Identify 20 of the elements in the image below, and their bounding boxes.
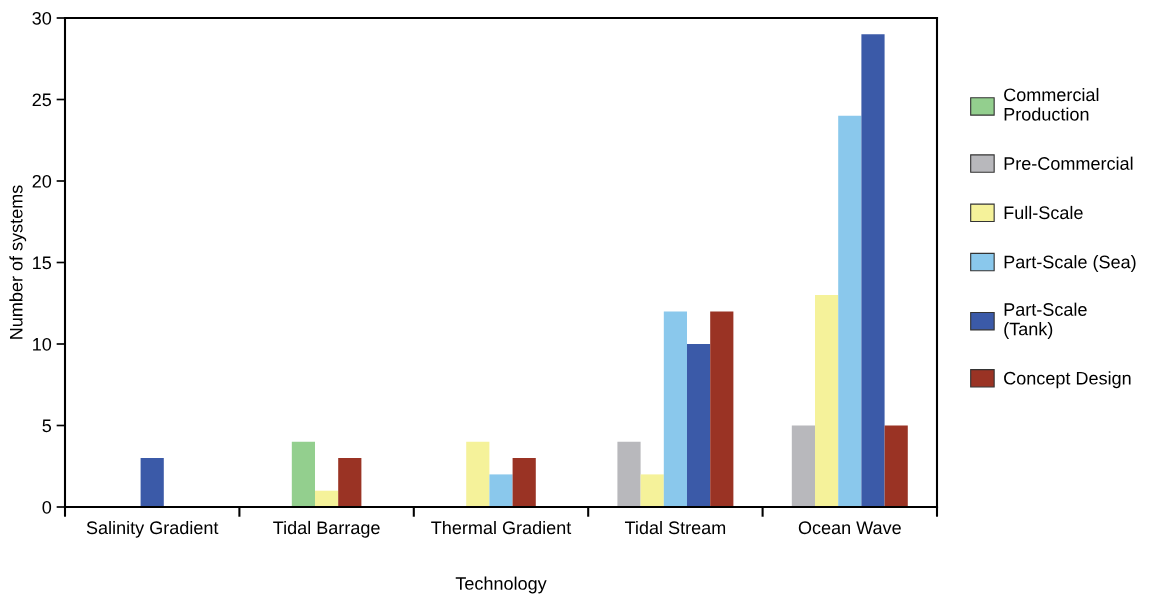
y-tick-label: 25 xyxy=(32,93,52,107)
y-axis-title: Number of systems xyxy=(9,185,27,339)
y-tick-label: 10 xyxy=(33,337,52,351)
x-tick-label: Tidal Barrage xyxy=(273,520,380,538)
legend-label: Commercial Production xyxy=(1004,87,1099,121)
y-tick-label: 0 xyxy=(42,500,52,514)
x-axis-title: Technology xyxy=(455,576,547,594)
x-tick-label: Salinity Gradient xyxy=(86,520,219,538)
legend-label: Part-Scale (Tank) xyxy=(1004,302,1087,339)
legend-label: Full-Scale xyxy=(1004,205,1083,220)
y-tick-label: 5 xyxy=(42,419,52,433)
y-tick-label: 15 xyxy=(33,256,52,270)
x-tick-label: Ocean Wave xyxy=(798,521,901,535)
x-tick-label: Tidal Stream xyxy=(624,520,726,535)
x-tick-label: Thermal Gradient xyxy=(431,520,572,535)
legend-label: Part-Scale (Sea) xyxy=(1004,255,1136,272)
legend-label: Pre-Commercial xyxy=(1004,156,1133,170)
y-tick-label: 20 xyxy=(32,174,52,188)
legend-label: Concept Design xyxy=(1004,371,1131,389)
y-tick-label: 30 xyxy=(32,11,52,25)
